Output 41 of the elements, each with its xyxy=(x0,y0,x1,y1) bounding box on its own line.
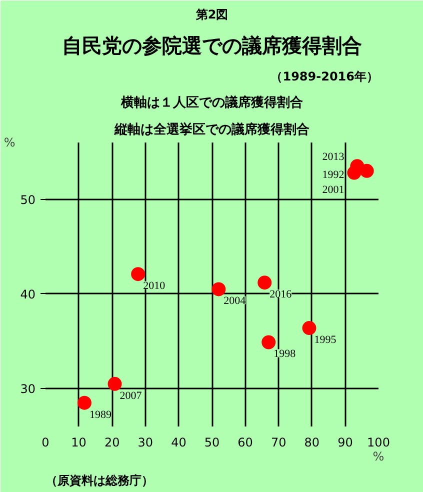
text: 2013 xyxy=(322,151,344,164)
x-tick-label: 40 xyxy=(171,436,186,450)
y-tick-label: 30 xyxy=(20,382,36,396)
x-axis-title: % xyxy=(372,450,384,464)
text: 第2図 xyxy=(194,8,228,22)
text: 横軸は１人区での議席獲得割合 xyxy=(120,94,303,110)
point xyxy=(360,164,374,178)
text: 2001 xyxy=(322,184,344,196)
point xyxy=(77,396,92,410)
text: 2016 xyxy=(270,288,292,301)
text: 2010 xyxy=(143,280,166,292)
x-tick-label: 30 xyxy=(138,436,154,450)
text: （原資料は総務庁） xyxy=(46,474,154,488)
point xyxy=(258,276,272,290)
y-tick-label: 50 xyxy=(20,192,36,207)
x-tick-label: 50 xyxy=(204,436,220,450)
y-tick-label: 40 xyxy=(20,287,36,302)
x-tick-label: 60 xyxy=(238,436,253,450)
x-tick-label: 10 xyxy=(71,436,86,450)
x-tick-label: 0 xyxy=(42,436,50,450)
x-tick-label: 90 xyxy=(338,436,353,450)
point xyxy=(302,321,316,336)
text: 2007 xyxy=(120,390,142,402)
x-tick-label: 80 xyxy=(304,436,320,450)
text: 縦軸は全選挙区での議席獲得割合 xyxy=(114,122,310,138)
point xyxy=(262,335,276,350)
chart-subtitle: （1989-2016年） xyxy=(270,70,379,84)
text: 1995 xyxy=(314,334,336,346)
x-tick-label: 100 xyxy=(367,436,390,450)
text: 1998 xyxy=(274,348,296,360)
x-tick-label: 70 xyxy=(270,436,286,450)
point xyxy=(212,282,226,296)
y-axis-title: % xyxy=(4,136,16,150)
point xyxy=(108,376,122,391)
text: 1989 xyxy=(89,408,112,421)
text: 1992 xyxy=(322,168,344,181)
text: 2004 xyxy=(224,295,246,308)
chart-title: 自民党の参院選での議席獲得割合 xyxy=(62,34,362,58)
x-tick-label: 20 xyxy=(104,436,120,450)
point xyxy=(347,166,362,180)
point xyxy=(131,267,146,282)
